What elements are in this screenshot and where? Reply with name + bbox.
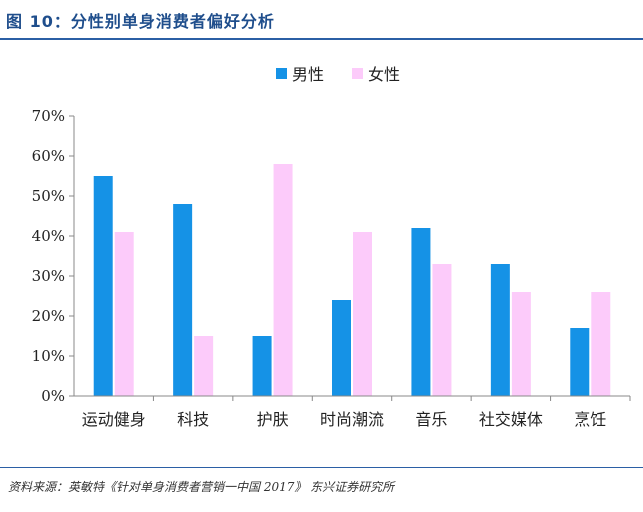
y-tick-label: 20% — [32, 307, 65, 325]
y-axis: 0% 10% 20% 30% 40% 50% 60% 70% — [32, 107, 75, 405]
title-divider — [0, 38, 643, 40]
x-category-label: 科技 — [177, 410, 209, 429]
y-tick-label: 30% — [32, 267, 65, 285]
y-tick-label: 40% — [32, 227, 65, 245]
bars-group — [93, 164, 611, 396]
y-tick-label: 50% — [32, 187, 65, 205]
bar-female — [273, 164, 293, 396]
chart-legend: 男性 女性 — [276, 65, 400, 84]
legend-swatch — [276, 68, 287, 79]
legend-swatch — [352, 68, 363, 79]
bar-female — [114, 232, 134, 396]
bar-male — [332, 300, 351, 396]
bar-male — [570, 328, 590, 396]
x-category-label: 社交媒体 — [479, 410, 543, 429]
bar-male — [411, 228, 431, 396]
bar-male — [252, 336, 272, 396]
x-axis: 运动健身 科技 护肤 时尚潮流 音乐 社交媒体 烹饪 — [74, 395, 631, 429]
bar-male — [490, 264, 510, 396]
bar-chart: 男性 女性 0% 10% 20% 30% 40% 50% 60% 70% 运动健身 科技 护肤 时尚潮… — [32, 65, 631, 429]
bar-female — [511, 292, 531, 396]
footer-divider — [0, 467, 643, 468]
bar-female — [353, 232, 372, 396]
bar-male — [173, 204, 193, 396]
bar-female — [432, 264, 452, 396]
x-category-label: 烹饪 — [574, 410, 606, 429]
y-tick-label: 0% — [41, 387, 65, 405]
x-category-label: 运动健身 — [82, 410, 146, 429]
bar-female — [194, 336, 214, 396]
x-category-label: 护肤 — [257, 410, 289, 429]
bar-male — [93, 176, 113, 396]
figure-title: 图 10：分性别单身消费者偏好分析 — [6, 12, 275, 31]
y-tick-label: 60% — [32, 147, 65, 165]
y-tick-label: 10% — [32, 347, 65, 365]
y-tick-label: 70% — [32, 107, 65, 125]
source-note: 资料来源：英敏特《针对单身消费者营销一中国 2017》 东兴证券研究所 — [8, 480, 395, 494]
x-category-label: 音乐 — [415, 410, 447, 429]
legend-label: 男性 — [292, 65, 324, 84]
x-category-label: 时尚潮流 — [320, 410, 384, 429]
legend-label: 女性 — [368, 65, 400, 84]
bar-female — [591, 292, 611, 396]
